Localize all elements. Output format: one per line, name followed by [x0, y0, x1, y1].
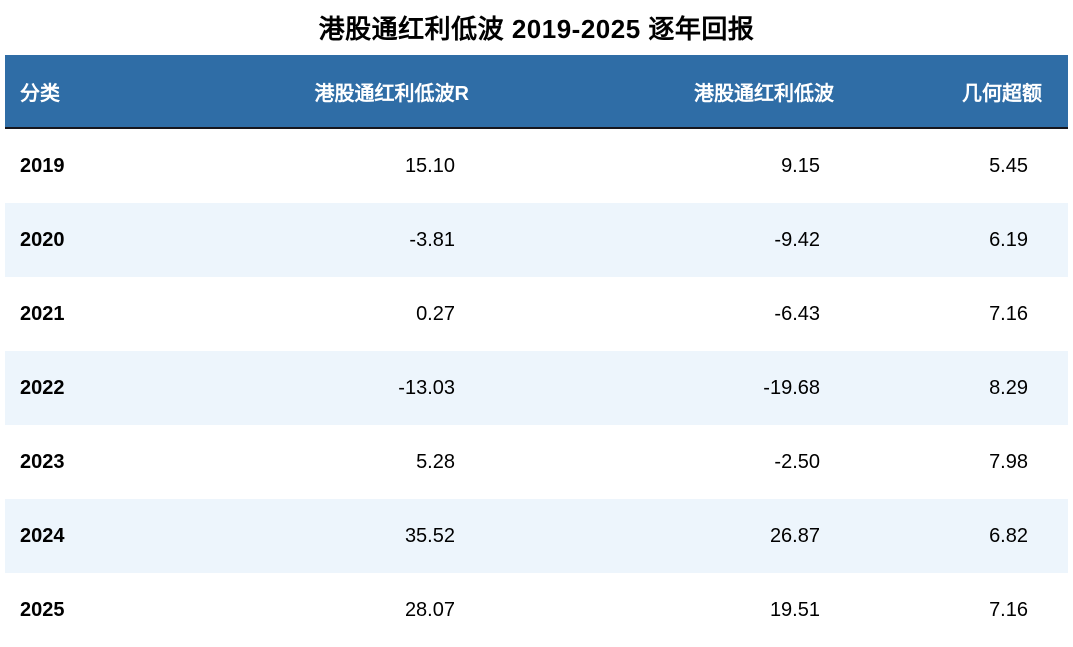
year-cell: 2019 — [20, 154, 65, 177]
column-header-geometric-excess: 几何超额 — [860, 55, 1068, 129]
page-title: 港股通红利低波 2019-2025 逐年回报 — [318, 14, 755, 44]
index-value-cell: -2.50 — [774, 450, 820, 473]
geometric-excess-value-cell: 7.98 — [989, 450, 1028, 473]
table-row: 2023 5.28 -2.50 7.98 — [5, 425, 1068, 499]
year-cell: 2025 — [20, 598, 65, 621]
year-cell: 2023 — [20, 450, 65, 473]
index-r-value-cell: -13.03 — [398, 376, 455, 399]
index-r-value-cell: 15.10 — [404, 154, 455, 177]
geometric-excess-value-cell: 6.19 — [989, 228, 1028, 251]
year-cell: 2022 — [20, 376, 65, 399]
index-value-cell: 19.51 — [769, 598, 820, 621]
table-header: 分类 港股通红利低波R 港股通红利低波 几何超额 — [5, 55, 1068, 129]
year-cell: 2021 — [20, 302, 65, 325]
index-r-value-cell: 0.27 — [416, 302, 455, 325]
geometric-excess-value-cell: 5.45 — [989, 154, 1028, 177]
geometric-excess-value-cell: 8.29 — [989, 376, 1028, 399]
geometric-excess-value-cell: 7.16 — [989, 302, 1028, 325]
index-value-cell: 9.15 — [781, 154, 820, 177]
annual-returns-report: 港股通红利低波 2019-2025 逐年回报 分类 港股通红利低波R 港股通红利… — [5, 14, 1068, 621]
index-r-value-cell: 35.52 — [404, 524, 455, 547]
year-cell: 2024 — [20, 524, 65, 547]
index-value-cell: -9.42 — [774, 228, 820, 251]
index-r-value-cell: 5.28 — [416, 450, 455, 473]
index-value-cell: -19.68 — [763, 376, 820, 399]
table-row: 2025 28.07 19.51 7.16 — [5, 573, 1068, 647]
geometric-excess-value-cell: 6.82 — [989, 524, 1028, 547]
column-header-index: 港股通红利低波 — [495, 55, 860, 129]
table-row: 2022 -13.03 -19.68 8.29 — [5, 351, 1068, 425]
table-row: 2019 15.10 9.15 5.45 — [5, 128, 1068, 203]
index-r-value-cell: -3.81 — [409, 228, 455, 251]
index-value-cell: -6.43 — [774, 302, 820, 325]
table-row: 2020 -3.81 -9.42 6.19 — [5, 203, 1068, 277]
geometric-excess-value-cell: 7.16 — [989, 598, 1028, 621]
index-value-cell: 26.87 — [769, 524, 820, 547]
table-header-row: 分类 港股通红利低波R 港股通红利低波 几何超额 — [5, 55, 1068, 129]
annual-returns-table: 分类 港股通红利低波R 港股通红利低波 几何超额 2019 15.10 9.15… — [5, 55, 1068, 647]
table-row: 2024 35.52 26.87 6.82 — [5, 499, 1068, 573]
column-header-index-r: 港股通红利低波R — [185, 55, 495, 129]
table-row: 2021 0.27 -6.43 7.16 — [5, 277, 1068, 351]
index-r-value-cell: 28.07 — [404, 598, 455, 621]
year-cell: 2020 — [20, 228, 65, 251]
column-header-category: 分类 — [5, 55, 185, 129]
table-body: 2019 15.10 9.15 5.45 2020 -3.81 -9.42 6.… — [5, 128, 1068, 647]
